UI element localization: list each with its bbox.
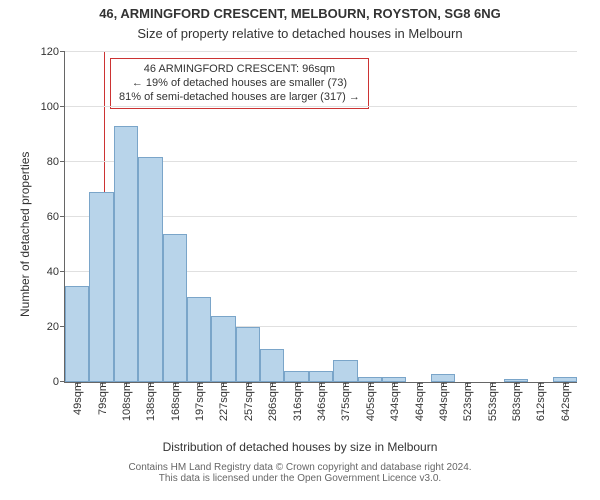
histogram-bar bbox=[236, 327, 260, 382]
x-tick-label: 434sqm bbox=[387, 382, 401, 421]
x-tick-label: 79sqm bbox=[95, 382, 109, 415]
y-tick-label: 120 bbox=[41, 46, 65, 58]
x-tick-label: 346sqm bbox=[314, 382, 328, 421]
x-tick-label: 553sqm bbox=[485, 382, 499, 421]
x-tick-label: 494sqm bbox=[436, 382, 450, 421]
x-tick-label: 197sqm bbox=[192, 382, 206, 421]
y-tick-label: 100 bbox=[41, 101, 65, 113]
x-tick-label: 464sqm bbox=[412, 382, 426, 421]
x-tick-label: 405sqm bbox=[363, 382, 377, 421]
y-tick-label: 60 bbox=[47, 211, 65, 223]
histogram-bar bbox=[309, 371, 333, 382]
y-tick-label: 20 bbox=[47, 321, 65, 333]
histogram-bar bbox=[138, 157, 162, 383]
y-axis-label: Number of detached properties bbox=[18, 152, 32, 317]
x-tick-label: 49sqm bbox=[70, 382, 84, 415]
histogram-bar bbox=[211, 316, 235, 382]
y-tick-label: 40 bbox=[47, 266, 65, 278]
annotation-line: 81% of semi-detached houses are larger (… bbox=[119, 91, 360, 105]
annotation-box: 46 ARMINGFORD CRESCENT: 96sqm← 19% of de… bbox=[110, 58, 369, 109]
histogram-bar bbox=[431, 374, 455, 382]
x-tick-label: 138sqm bbox=[143, 382, 157, 421]
histogram-bar bbox=[89, 192, 113, 382]
histogram-bar bbox=[333, 360, 357, 382]
copyright-line: Contains HM Land Registry data © Crown c… bbox=[0, 462, 600, 473]
histogram-bar bbox=[284, 371, 308, 382]
gridline bbox=[65, 106, 577, 107]
histogram-bar bbox=[163, 234, 187, 383]
page-subtitle: Size of property relative to detached ho… bbox=[0, 26, 600, 41]
x-tick-label: 523sqm bbox=[460, 382, 474, 421]
x-tick-label: 583sqm bbox=[509, 382, 523, 421]
x-tick-label: 227sqm bbox=[216, 382, 230, 421]
gridline bbox=[65, 51, 577, 52]
chart-plot-area: 46 ARMINGFORD CRESCENT: 96sqm← 19% of de… bbox=[64, 52, 577, 383]
copyright-text: Contains HM Land Registry data © Crown c… bbox=[0, 462, 600, 484]
x-tick-label: 286sqm bbox=[265, 382, 279, 421]
x-tick-label: 375sqm bbox=[338, 382, 352, 421]
x-tick-label: 168sqm bbox=[168, 382, 182, 421]
y-tick-label: 0 bbox=[53, 376, 65, 388]
annotation-line: ← 19% of detached houses are smaller (73… bbox=[119, 77, 360, 91]
page-title: 46, ARMINGFORD CRESCENT, MELBOURN, ROYST… bbox=[0, 6, 600, 21]
x-tick-label: 642sqm bbox=[558, 382, 572, 421]
annotation-line: 46 ARMINGFORD CRESCENT: 96sqm bbox=[119, 63, 360, 77]
x-tick-label: 612sqm bbox=[533, 382, 547, 421]
x-tick-label: 316sqm bbox=[290, 382, 304, 421]
y-tick-label: 80 bbox=[47, 156, 65, 168]
histogram-bar bbox=[114, 126, 138, 382]
x-tick-label: 257sqm bbox=[241, 382, 255, 421]
copyright-line: This data is licensed under the Open Gov… bbox=[0, 473, 600, 484]
x-tick-label: 108sqm bbox=[119, 382, 133, 421]
histogram-bar bbox=[187, 297, 211, 382]
x-axis-label: Distribution of detached houses by size … bbox=[0, 440, 600, 454]
histogram-bar bbox=[260, 349, 284, 382]
histogram-bar bbox=[65, 286, 89, 382]
